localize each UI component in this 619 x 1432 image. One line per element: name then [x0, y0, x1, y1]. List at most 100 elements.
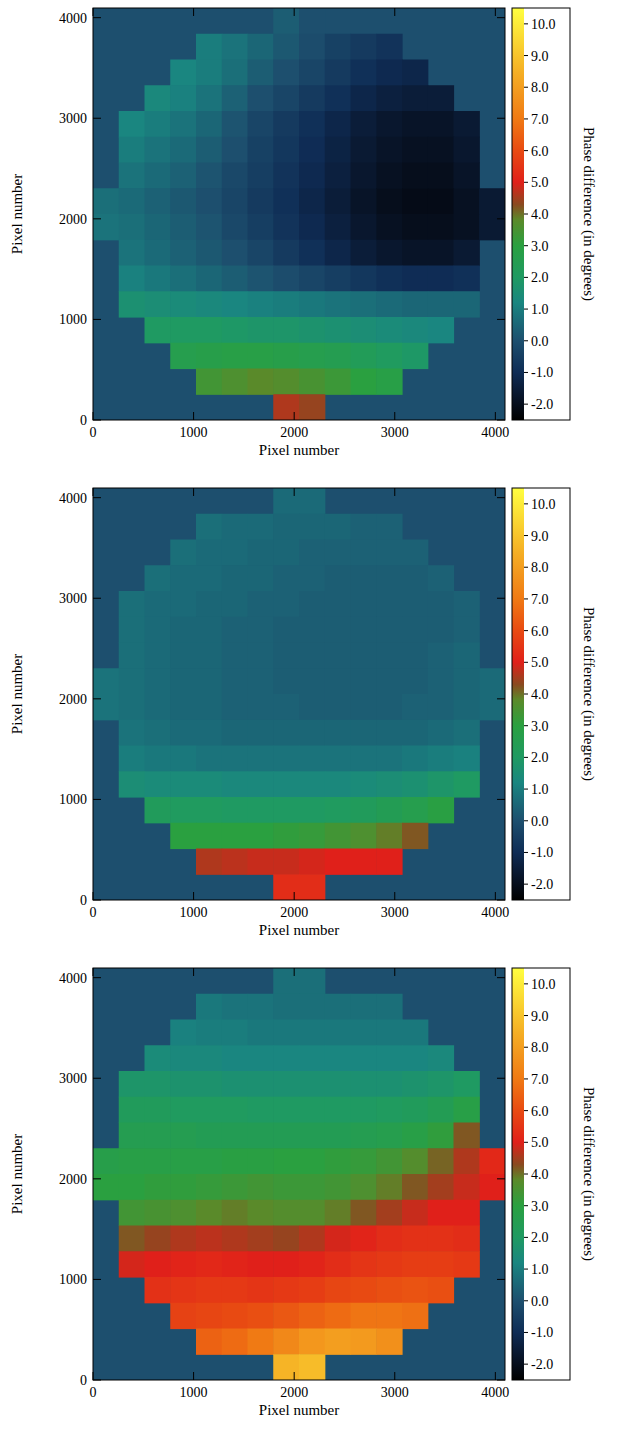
heat-cell — [196, 266, 222, 292]
heat-cell — [273, 968, 299, 994]
heat-cell — [454, 746, 480, 772]
colorbar-tick — [524, 55, 528, 56]
colorbar-tick — [524, 1332, 528, 1333]
colorbar-tick-label: 7.0 — [531, 112, 549, 127]
heat-cell — [248, 369, 274, 395]
heat-cell — [248, 111, 274, 137]
heat-cell — [273, 874, 299, 900]
heat-cell — [299, 1354, 325, 1380]
heat-cell — [196, 1148, 222, 1174]
heat-cell — [376, 214, 402, 240]
heat-cell — [248, 1303, 274, 1329]
colorbar-tick — [524, 1015, 528, 1016]
heat-cell — [222, 1277, 248, 1303]
heat-cell — [119, 1097, 145, 1123]
colorbar-tick-label: 3.0 — [531, 1199, 549, 1214]
colorbar-tick-label: -2.0 — [531, 397, 553, 412]
heat-cell — [428, 1200, 454, 1226]
colorbar-tick — [524, 598, 528, 599]
heat-cell — [145, 694, 171, 720]
heat-cell — [196, 1329, 222, 1355]
heat-cell — [196, 643, 222, 669]
heat-cell — [119, 720, 145, 746]
heat-cell — [273, 540, 299, 566]
heat-cell — [145, 720, 171, 746]
heat-cell — [299, 137, 325, 163]
heat-cell — [376, 369, 402, 395]
heat-cell — [299, 163, 325, 189]
heat-cell — [248, 1045, 274, 1071]
heat-cell — [222, 540, 248, 566]
heat-cell — [325, 1277, 351, 1303]
colorbar-tick — [524, 1205, 528, 1206]
heat-cell — [376, 746, 402, 772]
heat-cell — [428, 1045, 454, 1071]
x-tick — [495, 968, 496, 976]
heat-cell — [351, 1174, 377, 1200]
heat-cell — [299, 668, 325, 694]
heat-cell — [351, 343, 377, 369]
heat-cell — [196, 849, 222, 875]
heat-cell — [170, 1251, 196, 1277]
heat-cell — [248, 849, 274, 875]
heat-cell — [196, 540, 222, 566]
y-tick — [497, 598, 505, 599]
heat-cell — [376, 849, 402, 875]
heat-cell — [145, 1045, 171, 1071]
heat-cell — [222, 1020, 248, 1046]
heat-cell — [351, 591, 377, 617]
heat-cell — [170, 1020, 196, 1046]
heat-cell — [222, 343, 248, 369]
heat-cell — [376, 1251, 402, 1277]
heat-cell — [454, 163, 480, 189]
y-tick-label: 0 — [80, 413, 87, 428]
heat-cell — [351, 240, 377, 266]
heat-cell — [248, 240, 274, 266]
heat-cell — [428, 1071, 454, 1097]
heat-cell — [299, 317, 325, 343]
heat-cell — [170, 1097, 196, 1123]
heat-cell — [145, 1200, 171, 1226]
colorbar-tick-label: 1.0 — [531, 1262, 549, 1277]
heat-cell — [145, 1226, 171, 1252]
heat-cell — [454, 771, 480, 797]
x-tick-label: 0 — [90, 1385, 97, 1400]
heat-cell — [299, 1329, 325, 1355]
x-tick-label: 3000 — [381, 905, 409, 920]
heat-cell — [273, 617, 299, 643]
heat-cell — [196, 1277, 222, 1303]
heat-cell — [376, 343, 402, 369]
colorbar-tick-label: 5.0 — [531, 655, 549, 670]
heat-cell — [351, 1277, 377, 1303]
heat-cell — [273, 34, 299, 60]
heat-cell — [351, 1329, 377, 1355]
y-tick-label: 3000 — [59, 591, 87, 606]
heat-cell — [119, 746, 145, 772]
heat-cell — [145, 1097, 171, 1123]
y-tick-label: 2000 — [59, 212, 87, 227]
heat-cell — [170, 1174, 196, 1200]
heat-cell — [273, 1020, 299, 1046]
x-tick — [495, 892, 496, 900]
plot-background — [93, 968, 505, 1380]
heat-cell — [248, 746, 274, 772]
y-tick — [93, 977, 101, 978]
heat-cell — [428, 1251, 454, 1277]
heat-cell — [402, 1277, 428, 1303]
plot-frame — [93, 488, 505, 900]
heat-cell — [325, 565, 351, 591]
x-tick-label: 0 — [90, 905, 97, 920]
cells — [93, 8, 505, 420]
colorbar-tick — [524, 757, 528, 758]
heat-cell — [273, 746, 299, 772]
heat-cell — [299, 1226, 325, 1252]
heat-cell — [119, 694, 145, 720]
heat-cell — [325, 514, 351, 540]
heat-cell — [196, 565, 222, 591]
colorbar-box — [512, 8, 570, 420]
heat-cell — [248, 1251, 274, 1277]
y-tick-label: 3000 — [59, 1071, 87, 1086]
heat-cell — [402, 343, 428, 369]
x-tick — [495, 412, 496, 420]
plot-frame — [93, 8, 505, 420]
